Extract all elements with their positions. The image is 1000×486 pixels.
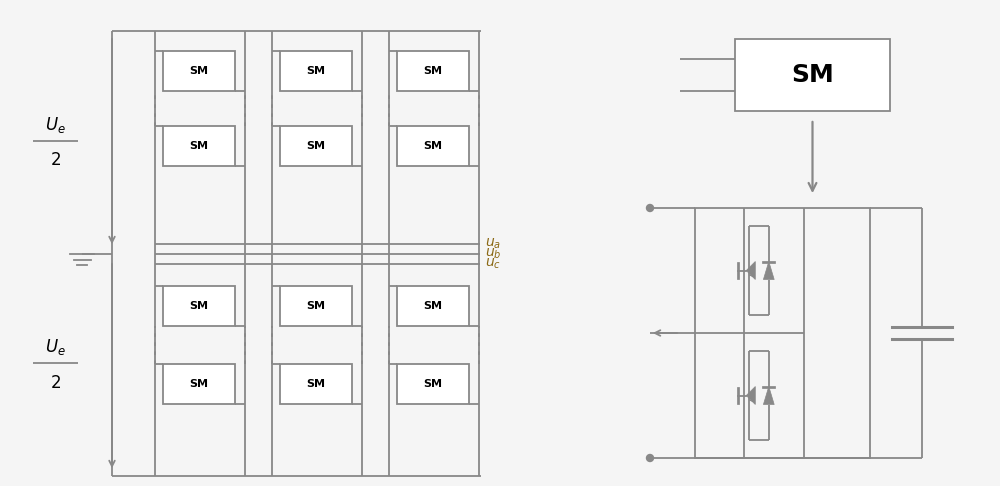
Bar [397, 364, 469, 404]
Text: SM: SM [190, 379, 209, 389]
Bar [163, 51, 235, 91]
Text: $2$: $2$ [50, 375, 61, 392]
Polygon shape [763, 261, 774, 279]
Text: $U_e$: $U_e$ [45, 115, 65, 135]
Bar [163, 126, 235, 166]
Text: SM: SM [306, 301, 326, 311]
Text: $u_a$: $u_a$ [485, 237, 501, 251]
Text: SM: SM [306, 66, 326, 76]
Polygon shape [746, 261, 755, 279]
Bar [280, 364, 352, 404]
Bar [397, 51, 469, 91]
Text: SM: SM [424, 141, 442, 151]
Bar [163, 364, 235, 404]
Text: SM: SM [791, 63, 834, 87]
Text: SM: SM [190, 66, 209, 76]
Text: $U_e$: $U_e$ [45, 337, 65, 357]
Bar [695, 208, 870, 458]
Circle shape [646, 205, 654, 211]
Text: $u_b$: $u_b$ [485, 247, 502, 261]
Text: SM: SM [306, 141, 326, 151]
Bar [397, 126, 469, 166]
Text: SM: SM [306, 379, 326, 389]
Circle shape [646, 454, 654, 462]
Text: $u_c$: $u_c$ [485, 257, 501, 271]
Bar [280, 51, 352, 91]
Text: SM: SM [190, 141, 209, 151]
Bar [280, 126, 352, 166]
Text: SM: SM [424, 301, 442, 311]
Bar [280, 286, 352, 326]
Text: $2$: $2$ [50, 152, 61, 169]
Bar [397, 286, 469, 326]
Bar [735, 39, 890, 111]
Text: SM: SM [424, 66, 442, 76]
Bar [163, 286, 235, 326]
Polygon shape [763, 386, 774, 404]
Text: SM: SM [424, 379, 442, 389]
Text: SM: SM [190, 301, 209, 311]
Polygon shape [746, 386, 755, 404]
